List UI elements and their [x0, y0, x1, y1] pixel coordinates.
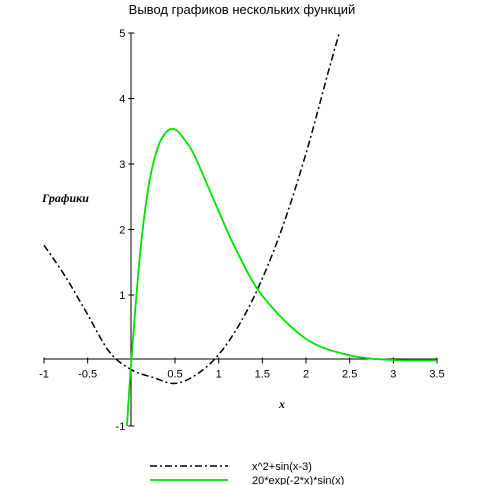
- y-axis-label: Графики: [41, 191, 89, 205]
- y-tick-label: -1: [116, 421, 126, 433]
- y-tick-label: 5: [119, 28, 125, 40]
- x-tick-label: 2: [303, 369, 309, 381]
- y-tick-label: 3: [119, 159, 125, 171]
- y-tick-label: 4: [119, 94, 125, 106]
- y-tick-label: 1: [119, 290, 125, 302]
- x-tick-label: -1: [39, 369, 49, 381]
- x-tick-label: 3.5: [429, 369, 444, 381]
- x-tick-label: 2.5: [342, 369, 357, 381]
- legend-label-series-2: 20*exp(-2*x)*sin(x): [252, 475, 344, 485]
- chart-title: Вывод графиков нескольких функций: [129, 2, 356, 17]
- x-tick-label: 1: [216, 369, 222, 381]
- legend-label-series-1: x^2+sin(x-3): [252, 461, 312, 473]
- legend: x^2+sin(x-3) 20*exp(-2*x)*sin(x): [150, 461, 344, 485]
- series-line-2: [126, 127, 438, 427]
- x-tick-label: 0.5: [167, 369, 182, 381]
- series-line-1: [43, 32, 340, 385]
- x-axis-label: x: [278, 397, 285, 411]
- y-tick-label: 2: [119, 225, 125, 237]
- x-tick-label: -0.5: [78, 369, 97, 381]
- x-tick-label: 1.5: [255, 369, 270, 381]
- x-tick-label: 3: [390, 369, 396, 381]
